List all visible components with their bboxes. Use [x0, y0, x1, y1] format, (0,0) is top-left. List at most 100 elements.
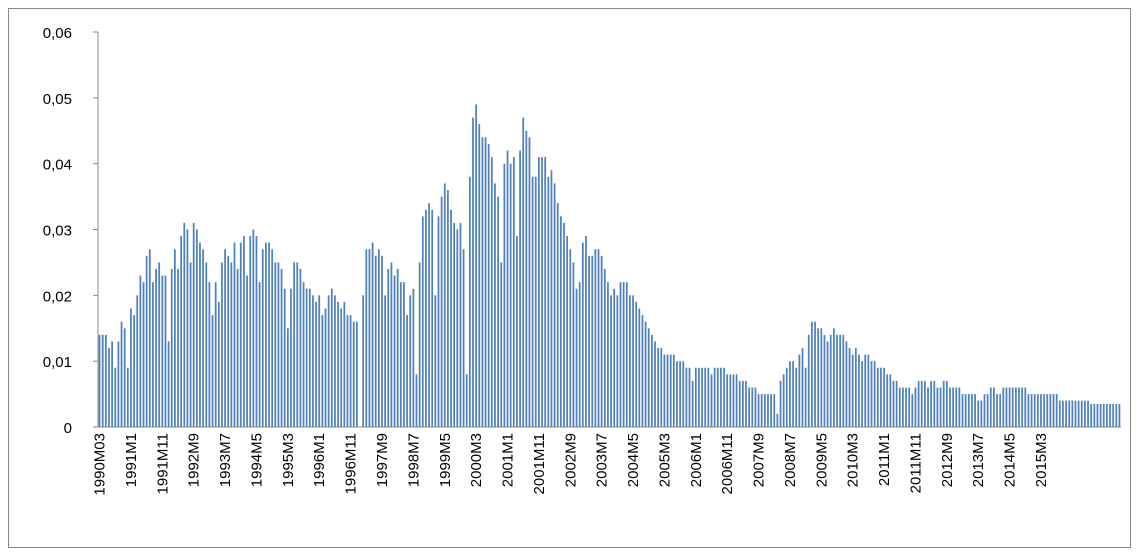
- bar: [409, 295, 412, 427]
- bar: [566, 236, 569, 427]
- bar: [161, 275, 164, 427]
- x-tick-label: 1991M1: [123, 433, 140, 487]
- bar: [898, 387, 901, 427]
- x-tick-label: 2007M9: [751, 433, 768, 487]
- bar: [1058, 400, 1061, 427]
- bar: [544, 157, 547, 428]
- bar: [265, 242, 267, 427]
- bar: [1043, 394, 1045, 427]
- bar: [807, 334, 810, 427]
- bar: [139, 275, 142, 427]
- bar: [217, 301, 220, 427]
- bar: [98, 334, 101, 427]
- x-tick-label: 2004M5: [625, 433, 642, 487]
- bar: [283, 288, 286, 427]
- bar: [613, 288, 616, 427]
- bar: [403, 282, 405, 427]
- bar: [789, 361, 791, 427]
- bar: [447, 190, 449, 427]
- bar: [572, 262, 575, 427]
- bar: [268, 242, 270, 427]
- bar: [864, 354, 867, 427]
- bar: [494, 183, 496, 427]
- bar: [465, 374, 468, 427]
- bar: [936, 387, 939, 427]
- bar: [478, 124, 481, 428]
- bar: [798, 354, 801, 427]
- bar: [459, 222, 462, 427]
- bar: [277, 262, 280, 427]
- bar: [669, 354, 672, 427]
- bar: [236, 269, 239, 427]
- bar: [443, 183, 446, 427]
- x-tick-label: 2011M1: [876, 433, 893, 486]
- bar: [324, 308, 327, 427]
- bar: [1099, 403, 1102, 427]
- bar: [851, 354, 854, 427]
- bar: [676, 361, 678, 427]
- bar: [155, 269, 157, 427]
- bar: [792, 361, 794, 427]
- y-tick-label: 0,04: [43, 157, 72, 174]
- bar: [437, 216, 440, 427]
- bar: [174, 249, 176, 427]
- bar: [603, 269, 606, 427]
- bar: [299, 269, 302, 427]
- bar: [967, 394, 970, 427]
- bar: [585, 236, 587, 427]
- bar: [1080, 400, 1083, 427]
- bar: [1040, 394, 1042, 427]
- bar: [842, 334, 845, 427]
- bar: [387, 269, 390, 427]
- bar: [189, 262, 192, 427]
- y-tick-label: 0,02: [43, 288, 72, 305]
- bar: [230, 262, 233, 427]
- y-tick-label: 0: [64, 420, 72, 437]
- x-tick-label: 1997M9: [374, 433, 391, 487]
- bar: [732, 374, 735, 427]
- bar: [767, 394, 769, 427]
- bar: [195, 229, 198, 427]
- bar: [892, 380, 895, 427]
- bar: [1106, 403, 1108, 427]
- x-tick-label: 2013M7: [970, 433, 987, 487]
- bar: [1084, 400, 1086, 427]
- bar: [412, 288, 415, 427]
- bar: [104, 334, 107, 427]
- bar: [989, 387, 992, 427]
- bar: [321, 315, 324, 427]
- bar: [826, 341, 829, 427]
- bar: [550, 170, 553, 427]
- bar: [760, 394, 763, 427]
- bar: [1074, 400, 1077, 427]
- bar: [421, 216, 424, 427]
- bar: [757, 394, 760, 427]
- bar: [720, 367, 722, 427]
- bar: [249, 236, 252, 427]
- bar: [559, 216, 562, 427]
- bar: [820, 328, 823, 427]
- x-tick-label: 2001M1: [500, 433, 517, 487]
- bar: [666, 354, 669, 427]
- bar: [503, 163, 506, 427]
- bar: [588, 255, 590, 427]
- bar: [839, 334, 842, 427]
- bar: [914, 387, 917, 427]
- bar: [512, 157, 515, 428]
- bar: [817, 328, 820, 427]
- x-tick-label: 2006M11: [719, 433, 736, 494]
- bar: [337, 301, 339, 427]
- x-tick-label: 1992M9: [186, 433, 203, 487]
- bar: [597, 249, 600, 427]
- x-tick-label: 2011M11: [907, 433, 924, 493]
- bar: [158, 262, 161, 427]
- x-tick-label: 1990M03: [92, 433, 109, 496]
- bar: [942, 380, 945, 427]
- bar: [952, 387, 954, 427]
- bar: [814, 321, 816, 427]
- bar: [964, 394, 967, 427]
- bar: [368, 249, 371, 427]
- bar: [1008, 387, 1011, 427]
- bar: [330, 288, 333, 427]
